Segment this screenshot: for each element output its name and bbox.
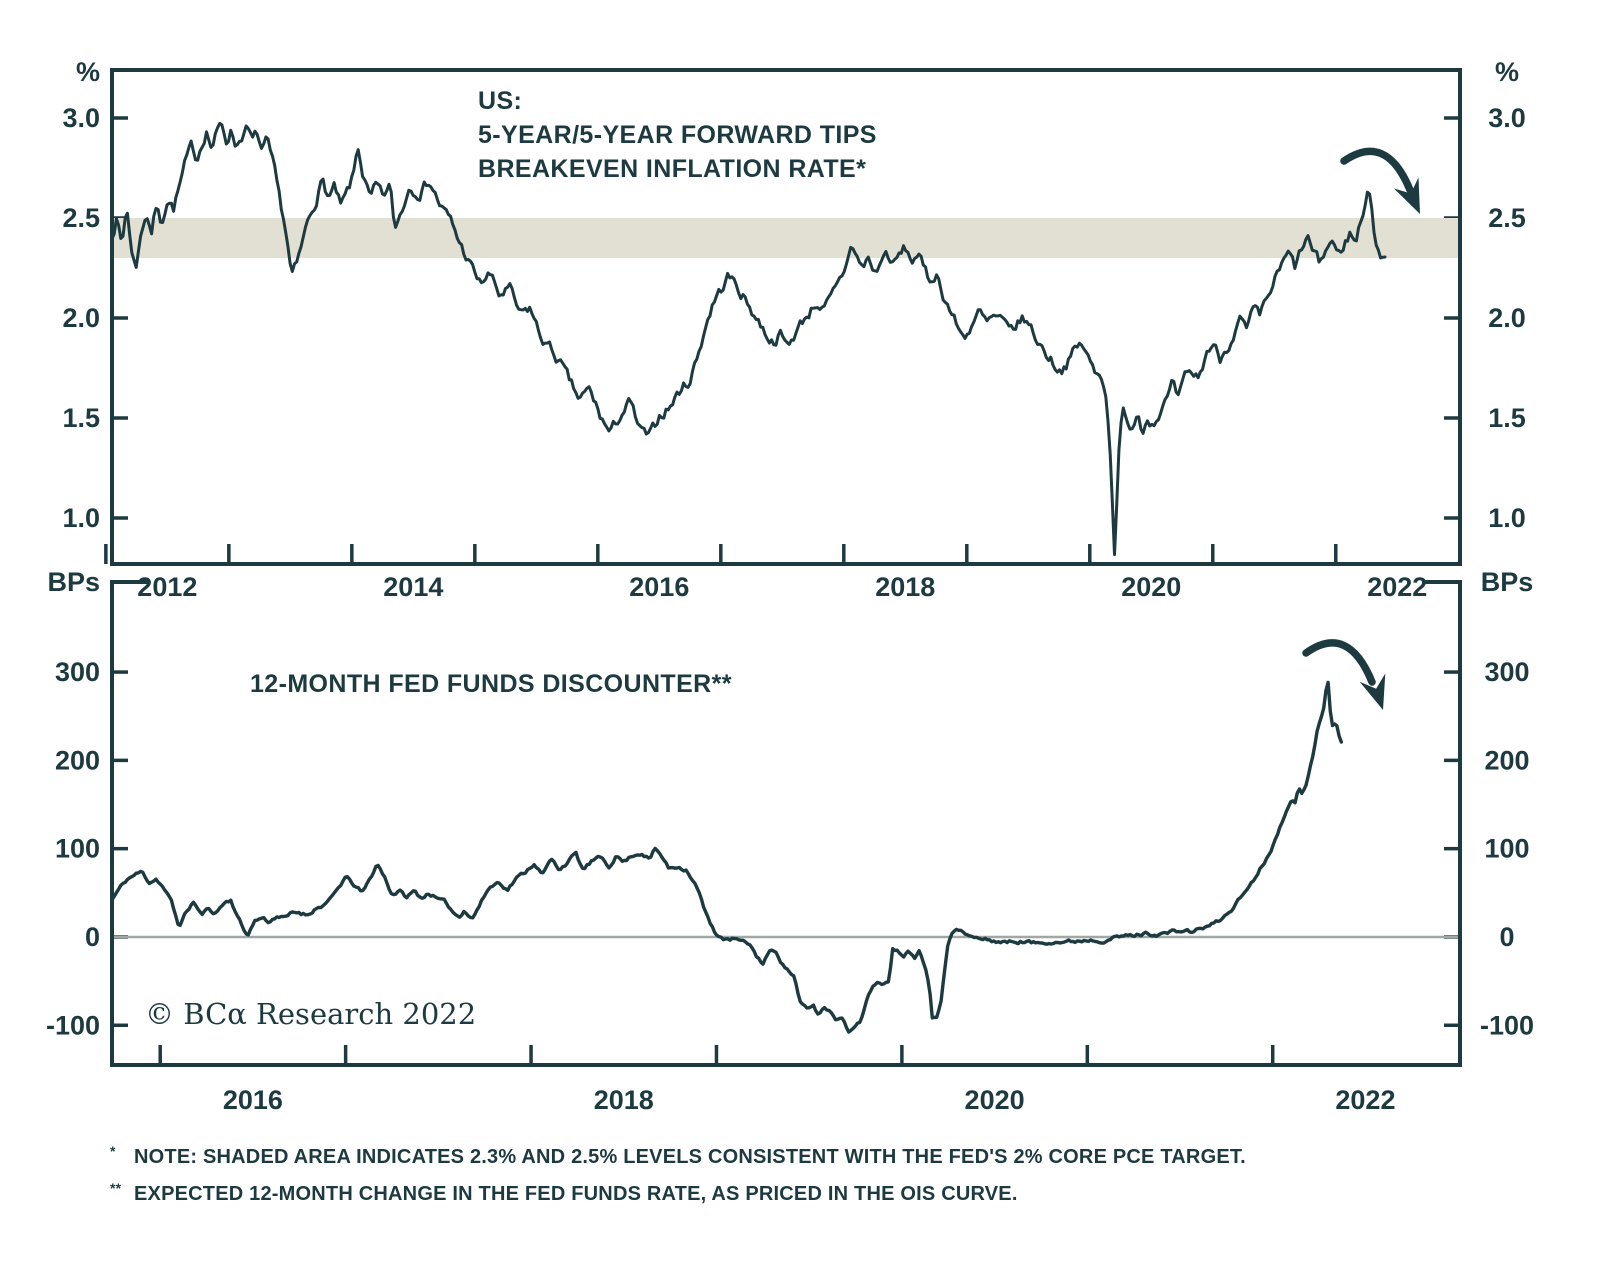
y-tick-label-right: 2.5 bbox=[1488, 203, 1526, 233]
y-tick-label-left: 100 bbox=[55, 834, 100, 864]
axis-unit-label-right: BPs bbox=[1481, 567, 1534, 597]
top-chart-title-line-2: 5-YEAR/5-YEAR FORWARD TIPS bbox=[478, 121, 877, 149]
top-arrow-annotation bbox=[1340, 147, 1420, 214]
axis-unit-label-left: % bbox=[76, 57, 100, 87]
arrow-head bbox=[1359, 673, 1386, 710]
top-chart-title: US: 5-YEAR/5-YEAR FORWARD TIPS BREAKEVEN… bbox=[478, 84, 877, 186]
y-tick-label-left: 1.0 bbox=[62, 503, 100, 533]
axis-unit-label-left: BPs bbox=[47, 567, 100, 597]
top-chart-title-line-3: BREAKEVEN INFLATION RATE* bbox=[478, 155, 867, 183]
footnote-line-2: ** EXPECTED 12-MONTH CHANGE IN THE FED FU… bbox=[110, 1173, 1246, 1210]
bottom-arrow-annotation bbox=[1302, 639, 1386, 710]
y-tick-label-left: 300 bbox=[55, 657, 100, 687]
copyright-text: © BCα Research 2022 bbox=[145, 997, 477, 1031]
footnote-line-1: * NOTE: SHADED AREA INDICATES 2.3% AND 2.… bbox=[110, 1136, 1246, 1173]
arrow-arc bbox=[1302, 639, 1376, 686]
panel-frame bbox=[110, 580, 1462, 1067]
footnote-marker-1: * bbox=[110, 1143, 116, 1159]
axis-unit-label-right: % bbox=[1495, 57, 1519, 87]
y-tick-label-left: 0 bbox=[85, 922, 100, 952]
footnote-text-2: EXPECTED 12-MONTH CHANGE IN THE FED FUND… bbox=[134, 1183, 1018, 1205]
x-tick-label: 2012 bbox=[137, 572, 197, 602]
y-tick-label-right: 0 bbox=[1499, 922, 1514, 952]
fed-target-band bbox=[114, 218, 1458, 258]
x-tick-label: 2018 bbox=[875, 572, 935, 602]
top-chart-title-line-1: US: bbox=[478, 87, 523, 115]
y-tick-label-left: 200 bbox=[55, 745, 100, 775]
y-tick-label-right: 1.0 bbox=[1488, 503, 1526, 533]
x-tick-label: 2016 bbox=[629, 572, 689, 602]
ff-series-line bbox=[110, 680, 1343, 1034]
x-tick-label: 2016 bbox=[223, 1085, 283, 1115]
x-tick-label: 2014 bbox=[383, 572, 443, 602]
tips-panel: 3.0 3.0 2.5 2.5 2.0 2.0 1.5 1.5 1.0 1.0 2012 2014 20… bbox=[62, 57, 1525, 602]
y-tick-label-right: 2.0 bbox=[1488, 303, 1526, 333]
y-tick-label-left: 2.0 bbox=[62, 303, 100, 333]
y-tick-label-right: 200 bbox=[1484, 745, 1529, 775]
y-tick-label-right: 100 bbox=[1484, 834, 1529, 864]
x-tick-label: 2018 bbox=[594, 1085, 654, 1115]
footnote-text-1: NOTE: SHADED AREA INDICATES 2.3% AND 2.5… bbox=[134, 1146, 1246, 1168]
tips-series-line bbox=[110, 121, 1387, 556]
footnote-marker-2: ** bbox=[110, 1180, 122, 1196]
x-tick-label: 2022 bbox=[1335, 1085, 1395, 1115]
panel-frame bbox=[110, 68, 1462, 566]
arrow-head bbox=[1393, 177, 1420, 214]
x-tick-label: 2020 bbox=[965, 1085, 1025, 1115]
y-tick-label-right: 300 bbox=[1484, 657, 1529, 687]
x-tick-label: 2022 bbox=[1367, 572, 1427, 602]
y-tick-label-left: 1.5 bbox=[62, 403, 100, 433]
y-tick-label-left: 2.5 bbox=[62, 203, 100, 233]
y-tick-label-right: 3.0 bbox=[1488, 103, 1526, 133]
y-tick-label-right: 1.5 bbox=[1488, 403, 1526, 433]
ff-panel: 300 300 200 200 100 100 0 0 -100 -100 2016 2018 2020… bbox=[46, 567, 1534, 1115]
y-tick-label-left: 3.0 bbox=[62, 103, 100, 133]
x-tick-label: 2020 bbox=[1121, 572, 1181, 602]
y-tick-label-left: -100 bbox=[46, 1010, 100, 1040]
footnotes: * NOTE: SHADED AREA INDICATES 2.3% AND 2.… bbox=[110, 1136, 1246, 1210]
y-tick-label-right: -100 bbox=[1480, 1010, 1534, 1040]
arrow-arc bbox=[1340, 147, 1414, 194]
bottom-chart-title: 12-MONTH FED FUNDS DISCOUNTER** bbox=[250, 670, 732, 698]
